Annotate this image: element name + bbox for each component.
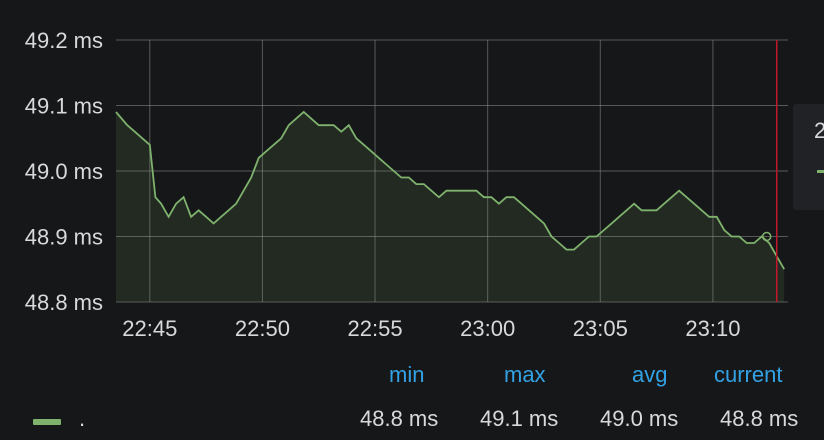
x-tick-label: 23:05 — [573, 316, 628, 341]
y-tick-label: 49.2 ms — [25, 28, 103, 53]
y-tick-label: 48.8 ms — [25, 290, 103, 315]
x-tick-label: 23:00 — [460, 316, 515, 341]
legend-value-max: 49.1 ms — [480, 406, 559, 431]
legend-value-avg: 49.0 ms — [600, 406, 679, 431]
series-area-fill — [116, 112, 785, 302]
tooltip-series-swatch — [817, 170, 824, 173]
hover-tooltip-panel — [793, 104, 824, 210]
y-tick-label: 49.0 ms — [25, 159, 103, 184]
y-tick-label: 48.9 ms — [25, 225, 103, 250]
series-area-group — [115, 110, 785, 302]
legend-series-swatch[interactable] — [33, 419, 61, 425]
y-tick-label: 49.1 ms — [25, 94, 103, 119]
chart-grid — [116, 39, 788, 303]
x-tick-label: 22:55 — [348, 316, 403, 341]
y-axis: 49.2 ms 49.1 ms 49.0 ms 48.9 ms 48.8 ms — [25, 28, 116, 315]
tooltip-partial-text: 2 — [814, 118, 824, 143]
x-axis: 22:45 22:50 22:55 23:00 23:05 23:10 — [122, 316, 740, 341]
x-tick-label: 23:10 — [685, 316, 740, 341]
x-tick-label: 22:50 — [235, 316, 290, 341]
legend-header-avg[interactable]: avg — [632, 362, 668, 387]
legend-header-min[interactable]: min — [389, 362, 425, 387]
legend-value-min: 48.8 ms — [360, 406, 439, 431]
x-tick-label: 22:45 — [122, 316, 177, 341]
hover-point-marker — [761, 231, 772, 242]
legend-header-max[interactable]: max — [504, 362, 546, 387]
time-marker-group — [761, 40, 778, 302]
series-line — [115, 110, 785, 270]
legend-header-current[interactable]: current — [714, 362, 783, 387]
legend-series-name[interactable]: . — [79, 406, 86, 431]
y-axis-line — [113, 40, 116, 302]
legend-value-current: 48.8 ms — [720, 406, 799, 431]
